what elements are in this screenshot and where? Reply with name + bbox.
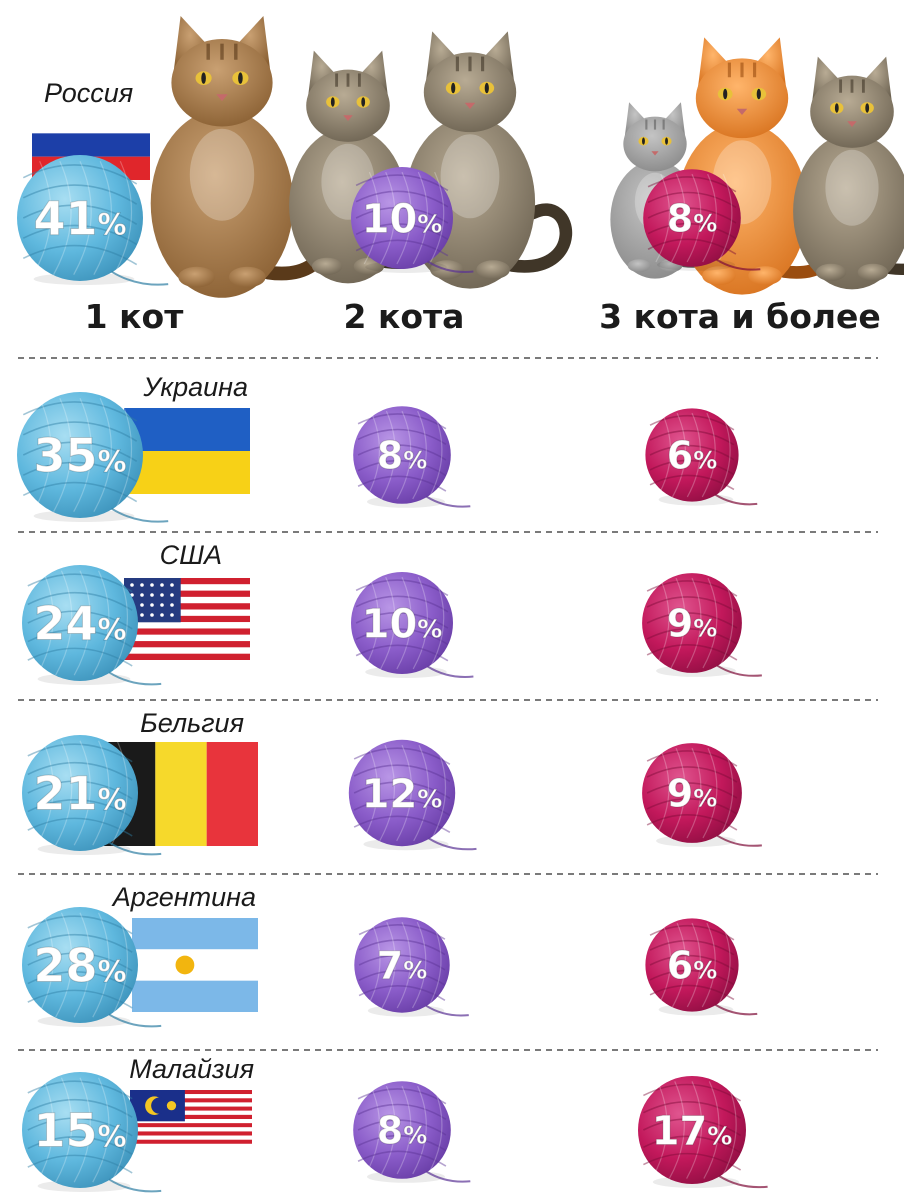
- yarn-ball-icon: 41%: [17, 155, 169, 286]
- column-labels: 1 кот 2 кота 3 кота и более: [85, 297, 881, 336]
- yarn-ball-icon: 21%: [22, 735, 162, 856]
- country-label: Россия: [44, 78, 133, 108]
- yarn-ball-icon: 8%: [643, 169, 761, 271]
- yarn-ball-icon: 9%: [642, 573, 762, 677]
- yarn-ball-icon: 12%: [348, 739, 477, 851]
- country-label: Малайзия: [129, 1054, 254, 1084]
- value-label: 21%: [33, 767, 126, 821]
- value-label: 10%: [362, 601, 443, 647]
- yarn-ball-icon: 17%: [638, 1076, 768, 1189]
- cat-illustrations: [150, 16, 904, 298]
- yarn-ball-icon: 9%: [642, 743, 762, 847]
- value-label: 41%: [33, 192, 126, 246]
- value-label: 8%: [377, 434, 428, 478]
- yarn-ball-icon: 6%: [645, 918, 758, 1016]
- yarn-balls: 41% 10% 8% 35% 8% 6% 24% 10% 9% 21% 12% 9% 28% 7% 6% 15…: [17, 155, 768, 1193]
- cat-icon: [793, 56, 904, 290]
- yarn-ball-icon: 24%: [22, 565, 162, 686]
- yarn-ball-icon: 35%: [17, 392, 169, 523]
- yarn-ball-icon: 6%: [645, 408, 758, 506]
- flag-ukraine: [124, 408, 250, 494]
- value-label: 28%: [33, 939, 126, 993]
- flag-argentina: [132, 918, 258, 1012]
- country-label: Аргентина: [111, 882, 256, 912]
- flag-usa: [124, 578, 250, 660]
- yarn-ball-icon: 15%: [22, 1072, 162, 1193]
- value-label: 9%: [667, 772, 718, 816]
- flags: [32, 110, 258, 1148]
- row-dividers: [18, 357, 878, 1051]
- column-label: 2 кота: [344, 297, 465, 336]
- cat-icon: [150, 16, 334, 298]
- yarn-ball-icon: 8%: [353, 406, 471, 508]
- country-label: Украина: [142, 372, 248, 402]
- country-label: США: [160, 540, 222, 570]
- country-labels: Россия Украина США Бельгия Аргентина Малайзия: [44, 78, 256, 1084]
- value-label: 12%: [362, 771, 443, 817]
- flag-malaysia: [130, 1090, 252, 1148]
- yarn-ball-icon: 10%: [351, 572, 474, 678]
- yarn-ball-icon: 10%: [351, 167, 474, 273]
- column-label: 3 кота и более: [599, 297, 881, 336]
- yarn-ball-icon: 8%: [353, 1081, 471, 1183]
- country-label: Бельгия: [140, 708, 244, 738]
- yarn-ball-icon: 28%: [22, 907, 162, 1028]
- yarn-ball-icon: 7%: [354, 917, 469, 1017]
- sun-icon: [175, 955, 195, 975]
- column-label: 1 кот: [85, 297, 184, 336]
